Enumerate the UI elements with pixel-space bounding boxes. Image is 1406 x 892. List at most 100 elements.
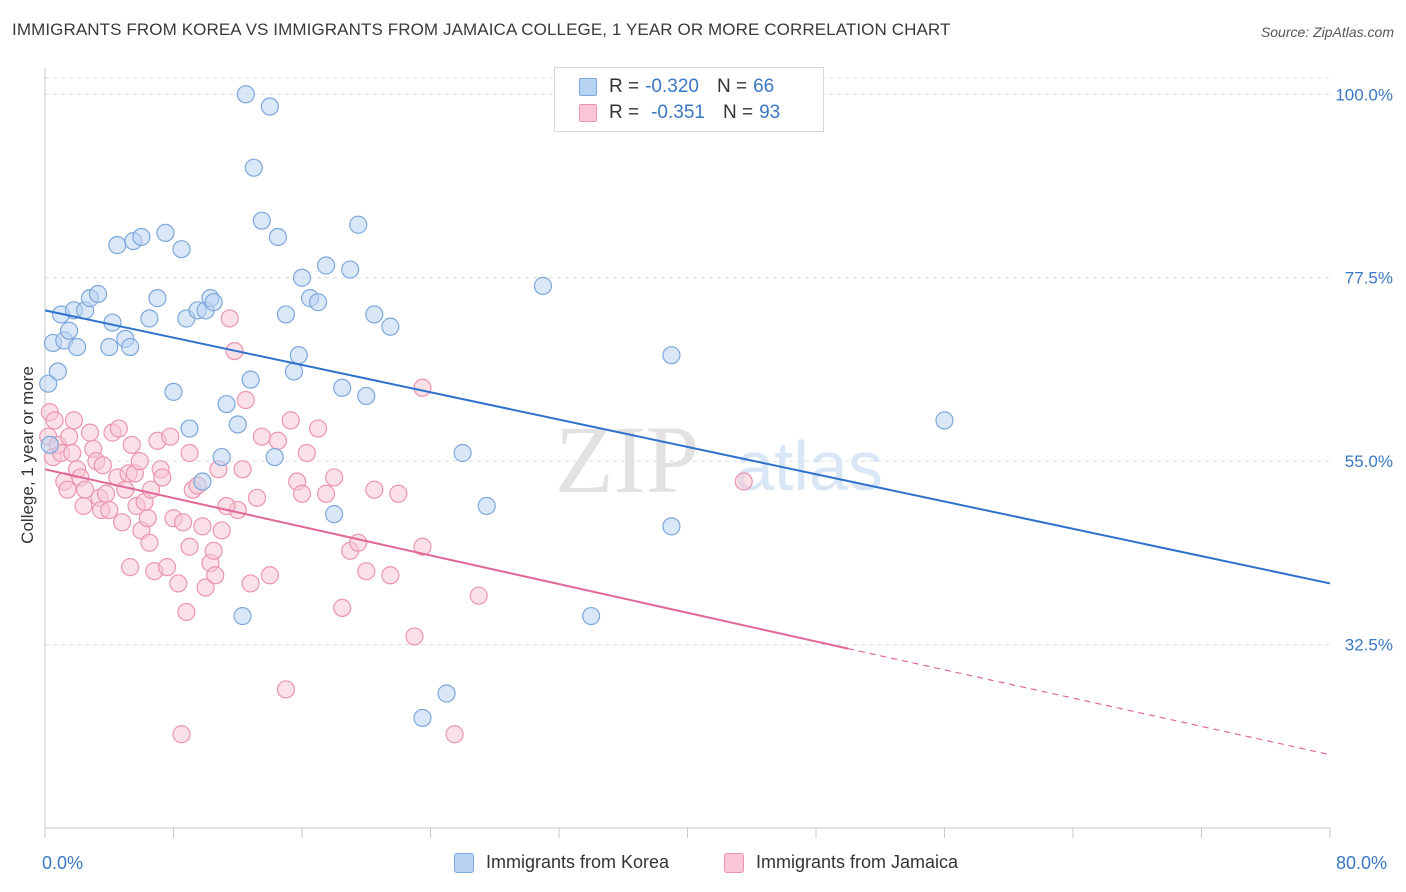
point-korea-41: [268, 227, 288, 247]
point-jamaica-90: [180, 443, 199, 463]
point-jamaica-10: [64, 411, 84, 430]
point-jamaica-75: [325, 468, 344, 487]
point-jamaica-72: [297, 443, 316, 463]
point-korea-53: [357, 386, 376, 406]
point-jamaica-89: [172, 725, 191, 744]
point-jamaica-27: [116, 480, 135, 499]
point-jamaica-22: [100, 500, 119, 520]
point-korea-36: [241, 370, 260, 389]
point-korea-47: [308, 293, 328, 312]
point-korea-57: [437, 684, 456, 703]
point-jamaica-33: [130, 452, 149, 471]
point-korea-52: [349, 215, 368, 234]
point-jamaica-55: [206, 566, 225, 585]
point-korea-3: [48, 362, 67, 381]
point-jamaica-14: [76, 480, 95, 499]
series-jamaica-points: [39, 309, 753, 744]
point-korea-22: [164, 382, 183, 401]
watermark-zip: ZIP: [555, 406, 699, 513]
point-korea-60: [533, 276, 553, 295]
point-jamaica-67: [268, 431, 288, 450]
y-axis-label: College, 1 year or more: [18, 366, 37, 544]
point-korea-34: [233, 606, 252, 626]
point-jamaica-84: [413, 537, 432, 556]
point-jamaica-61: [233, 460, 252, 479]
point-korea-18: [132, 227, 151, 247]
trend-lines: [44, 309, 1331, 756]
point-jamaica-26: [112, 513, 132, 532]
point-jamaica-25: [109, 419, 128, 438]
point-jamaica-65: [252, 427, 271, 446]
point-korea-6: [59, 321, 79, 340]
point-korea-44: [289, 346, 308, 365]
point-korea-54: [365, 305, 384, 324]
legend-n-label: N =: [722, 102, 754, 123]
trend-line-jamaica: [44, 468, 849, 650]
point-jamaica-7: [58, 480, 77, 499]
point-korea-32: [217, 394, 236, 414]
y-tick-labels: 32.5% 55.0% 77.5% 100.0%: [1335, 85, 1393, 654]
point-korea-16: [121, 337, 140, 357]
point-korea-42: [276, 305, 296, 324]
point-korea-20: [148, 289, 167, 308]
point-jamaica-63: [241, 574, 260, 593]
point-korea-63: [662, 346, 681, 365]
y-tick-label-0: 32.5%: [1345, 636, 1393, 655]
point-jamaica-80: [365, 480, 384, 499]
point-korea-19: [140, 309, 159, 328]
point-korea-59: [477, 496, 496, 516]
point-jamaica-74: [316, 484, 336, 503]
point-jamaica-71: [292, 484, 312, 503]
point-jamaica-43: [157, 558, 177, 577]
point-korea-12: [100, 337, 119, 357]
point-jamaica-62: [236, 390, 255, 410]
chart-title: IMMIGRANTS FROM KOREA VS IMMIGRANTS FROM…: [12, 20, 951, 39]
point-jamaica-20: [93, 456, 112, 475]
point-korea-0: [39, 374, 58, 393]
y-tick-label-1: 55.0%: [1345, 452, 1393, 471]
point-jamaica-82: [389, 484, 408, 503]
legend-n-value-jamaica: 93: [759, 102, 781, 123]
bottom-legend-label-korea: Immigrants from Korea: [486, 852, 670, 872]
point-korea-45: [292, 268, 312, 287]
watermark-atlas: atlas: [735, 427, 883, 505]
point-korea-31: [212, 447, 231, 467]
point-jamaica-47: [174, 513, 193, 532]
source-label: Source: ZipAtlas.com: [1260, 24, 1394, 40]
point-jamaica-58: [220, 309, 239, 328]
bottom-legend-swatch-korea: [454, 852, 474, 873]
point-korea-8: [68, 337, 87, 357]
point-jamaica-83: [405, 627, 424, 646]
point-jamaica-57: [212, 521, 231, 540]
point-korea-21: [156, 223, 175, 242]
legend-r-value-jamaica: -0.351: [651, 102, 705, 123]
point-korea-27: [193, 472, 212, 491]
point-jamaica-73: [308, 419, 328, 438]
point-jamaica-3: [45, 411, 64, 430]
point-jamaica-42: [153, 468, 172, 487]
point-jamaica-78: [349, 533, 368, 552]
bottom-legend-label-jamaica: Immigrants from Jamaica: [756, 852, 959, 872]
point-jamaica-21: [96, 484, 116, 503]
point-korea-33: [228, 415, 247, 434]
point-korea-51: [341, 260, 360, 279]
point-jamaica-87: [469, 586, 488, 605]
point-korea-64: [935, 411, 954, 430]
y-tick-label-3: 100.0%: [1335, 85, 1393, 104]
trend-line-korea: [44, 309, 1331, 585]
grid-lines: [45, 77, 1330, 646]
point-korea-25: [180, 419, 199, 438]
y-tick-label-2: 77.5%: [1345, 269, 1393, 288]
legend-r-label: R =: [609, 76, 640, 97]
point-jamaica-37: [140, 533, 159, 552]
legend-swatch-korea: [579, 78, 597, 96]
point-jamaica-36: [138, 509, 157, 528]
x-tick-label-max: 80.0%: [1336, 853, 1388, 873]
point-korea-40: [265, 447, 284, 467]
point-jamaica-13: [74, 496, 93, 516]
point-jamaica-44: [161, 427, 180, 446]
series-korea-points: [39, 85, 954, 728]
point-jamaica-29: [121, 558, 140, 577]
point-jamaica-8: [59, 427, 79, 446]
point-korea-62: [662, 517, 681, 536]
